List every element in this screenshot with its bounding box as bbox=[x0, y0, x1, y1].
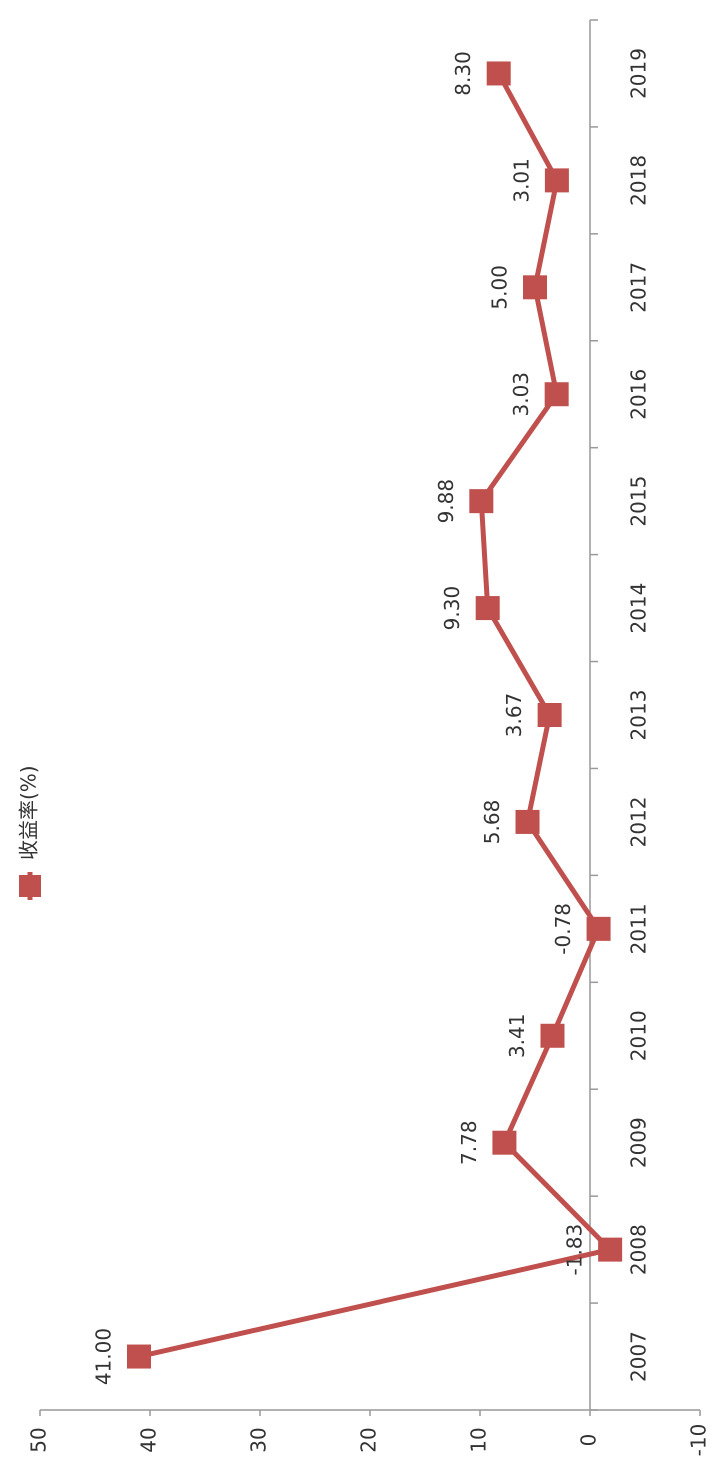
marker bbox=[127, 1344, 151, 1369]
data-label: 3.67 bbox=[502, 693, 526, 738]
y-tick-label: 50 bbox=[27, 1427, 51, 1452]
x-tick-label: 2013 bbox=[627, 690, 651, 741]
marker bbox=[515, 809, 540, 834]
marker bbox=[540, 1023, 565, 1048]
data-label: 9.88 bbox=[434, 479, 458, 524]
x-tick-label: 2009 bbox=[627, 1117, 651, 1168]
data-label: -1.83 bbox=[563, 1224, 587, 1276]
legend-label: 收益率(%) bbox=[17, 765, 41, 860]
x-tick-label: 2010 bbox=[627, 1010, 651, 1061]
marker bbox=[598, 1237, 623, 1262]
x-tick-label: 2018 bbox=[627, 155, 651, 206]
marker bbox=[469, 489, 494, 514]
marker bbox=[475, 596, 500, 621]
data-label: 41.00 bbox=[92, 1328, 116, 1385]
data-label: 5.00 bbox=[488, 265, 512, 310]
x-tick-label: 2014 bbox=[627, 583, 651, 634]
y-tick-label: 30 bbox=[247, 1427, 271, 1452]
x-tick-label: 2011 bbox=[627, 903, 651, 954]
x-tick-label: 2019 bbox=[627, 48, 651, 99]
marker bbox=[586, 916, 611, 941]
x-tick-label: 2015 bbox=[627, 476, 651, 527]
x-tick-label: 2007 bbox=[627, 1331, 651, 1382]
x-tick-label: 2017 bbox=[627, 262, 651, 313]
x-tick-label: 2016 bbox=[627, 369, 651, 420]
data-label: 7.78 bbox=[457, 1120, 481, 1165]
data-label: -0.78 bbox=[551, 903, 575, 955]
marker bbox=[537, 703, 562, 727]
legend-marker bbox=[19, 875, 41, 897]
data-label: 5.68 bbox=[480, 800, 504, 845]
rotated-plot: -10 0 10 20 30 40 50 2007 2008 2009 2010 2011 2012 20… bbox=[17, 19, 711, 1457]
marker bbox=[486, 61, 511, 86]
marker bbox=[492, 1130, 517, 1155]
data-label: 3.41 bbox=[505, 1014, 529, 1059]
y-tick-label: -10 bbox=[687, 1424, 711, 1457]
marker bbox=[523, 275, 547, 300]
y-tick-label: 40 bbox=[137, 1427, 161, 1452]
x-tick-label: 2012 bbox=[627, 796, 651, 847]
y-tick-label: 10 bbox=[467, 1427, 491, 1452]
y-tick-label: 0 bbox=[577, 1434, 601, 1447]
data-label: 3.01 bbox=[509, 158, 533, 203]
marker bbox=[544, 382, 569, 407]
data-label: 8.30 bbox=[451, 51, 475, 96]
data-label: 9.30 bbox=[440, 586, 464, 631]
marker bbox=[544, 168, 569, 193]
y-tick-label: 20 bbox=[357, 1427, 381, 1452]
x-tick-label: 2008 bbox=[627, 1224, 651, 1275]
data-label: 3.03 bbox=[509, 372, 533, 417]
